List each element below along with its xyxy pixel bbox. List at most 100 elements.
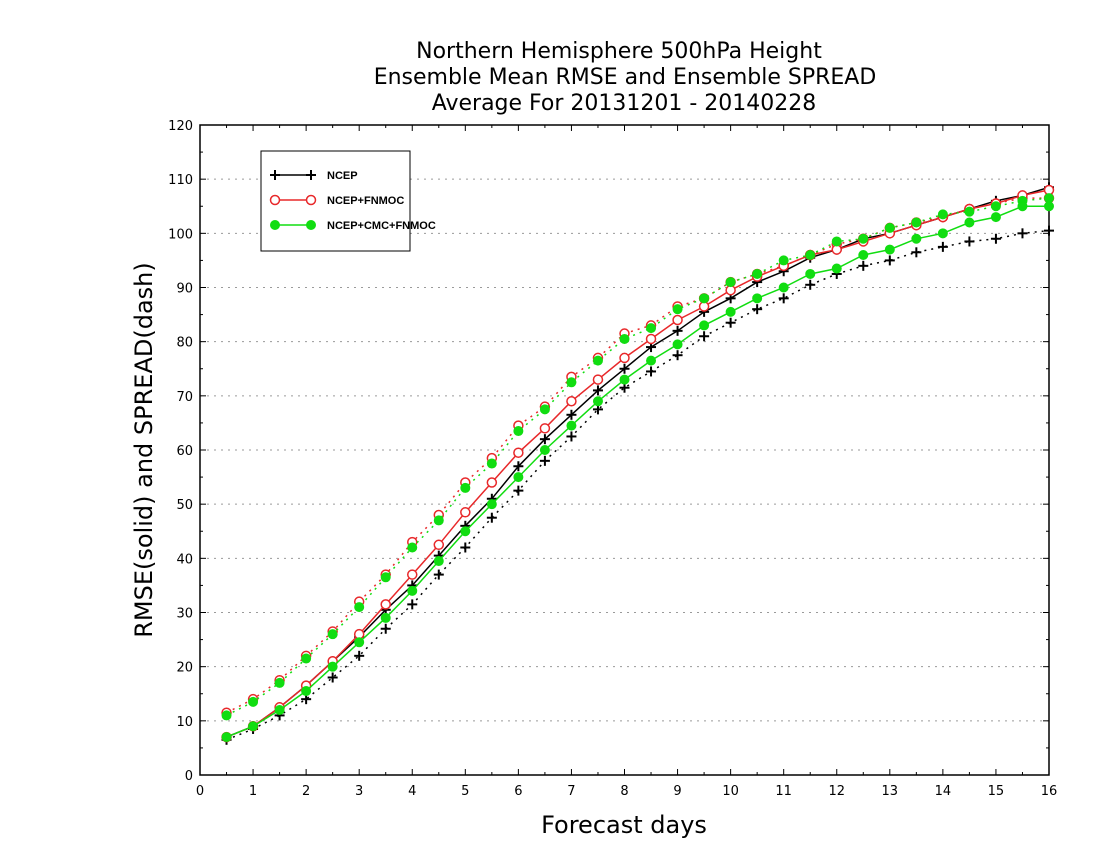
data-point-rmse [221, 732, 232, 743]
series-line-spread [226, 229, 1050, 741]
x-tick-label: 11 [775, 784, 792, 799]
data-point-spread [646, 366, 657, 377]
data-point-rmse [672, 314, 683, 326]
data-point-spread [1044, 225, 1054, 236]
y-tick-label: 50 [176, 498, 193, 513]
data-point-spread [725, 277, 736, 288]
data-point-spread [248, 696, 259, 707]
data-point-rmse [433, 539, 445, 551]
series-layer [221, 182, 1055, 745]
legend-marker [306, 170, 316, 180]
data-point-rmse [301, 686, 312, 697]
data-point-spread [937, 241, 948, 252]
x-tick-label: 16 [1041, 784, 1058, 799]
data-point-rmse [645, 333, 657, 345]
data-point-rmse [884, 244, 895, 255]
x-tick-label: 12 [828, 784, 845, 799]
data-point-spread [831, 236, 842, 247]
x-tick-label: 3 [355, 784, 363, 799]
data-point-rmse [964, 217, 975, 228]
data-point-spread [964, 236, 975, 247]
data-point-spread [566, 431, 577, 442]
data-point-spread [301, 653, 312, 664]
data-point-spread [884, 255, 895, 266]
data-point-rmse [805, 268, 816, 279]
data-point-rmse [646, 355, 657, 366]
data-point-rmse [619, 363, 630, 374]
data-point-rmse [1044, 201, 1054, 212]
data-point-spread [964, 206, 975, 217]
data-point-spread [433, 569, 444, 580]
data-point-spread [274, 677, 285, 688]
legend-marker [270, 170, 280, 180]
data-point-rmse [778, 282, 789, 293]
data-point-rmse [274, 705, 285, 715]
data-point-rmse [566, 409, 577, 420]
data-point-rmse [486, 477, 498, 488]
chart-title: Northern Hemisphere 500hPa Height Ensemb… [374, 39, 877, 116]
data-point-rmse [725, 306, 736, 317]
data-point-rmse [911, 233, 922, 244]
title-line-3: Average For 20131201 - 20140228 [432, 91, 817, 116]
x-tick-label: 1 [249, 784, 257, 799]
y-axis-label: RMSE(solid) and SPREAD(dash) [130, 262, 158, 638]
data-point-spread [460, 482, 471, 493]
series-1 [221, 184, 1055, 743]
data-point-rmse [566, 420, 577, 431]
data-point-rmse [858, 250, 869, 260]
legend-marker [305, 194, 317, 206]
data-point-rmse [407, 585, 418, 596]
data-point-spread [327, 672, 338, 683]
series-line-spread [226, 197, 1049, 714]
y-tick-label: 120 [168, 119, 193, 134]
data-point-spread [380, 623, 391, 634]
data-point-spread [858, 260, 869, 271]
data-point-spread [646, 323, 657, 334]
data-point-spread [539, 404, 550, 415]
data-point-rmse [513, 472, 524, 483]
data-point-rmse [513, 447, 524, 458]
data-point-rmse [699, 320, 710, 331]
data-point-spread [513, 485, 524, 496]
data-point-rmse [407, 569, 418, 580]
y-tick-label: 60 [176, 444, 193, 459]
data-point-rmse [354, 637, 365, 648]
data-point-spread [884, 222, 895, 233]
series-2 [221, 193, 1054, 743]
data-point-spread [221, 710, 232, 721]
legend-label: NCEP+FNMOC [327, 195, 404, 207]
series-line-rmse [226, 205, 1049, 738]
x-tick-label: 14 [935, 784, 952, 799]
data-point-spread [752, 304, 763, 315]
legend: NCEP NCEP+FNMOC NCEP+CMC+FNMOC [260, 150, 436, 252]
x-tick-label: 4 [408, 784, 416, 799]
data-point-rmse [1017, 201, 1028, 212]
data-point-spread [513, 426, 524, 437]
data-point-rmse [460, 507, 471, 518]
data-point-rmse [831, 263, 842, 274]
series-line-rmse [226, 189, 1050, 738]
data-point-spread [1017, 228, 1028, 239]
y-tick-label: 30 [176, 607, 193, 622]
y-tick-label: 80 [176, 336, 193, 351]
title-line-2: Ensemble Mean RMSE and Ensemble SPREAD [374, 65, 877, 90]
data-point-spread [327, 629, 338, 640]
data-point-spread [937, 209, 948, 220]
y-tick-label: 0 [185, 769, 193, 784]
y-tick-label: 10 [176, 715, 193, 730]
data-point-rmse [513, 461, 524, 472]
data-point-spread [566, 377, 577, 388]
data-point-spread [858, 233, 869, 244]
x-tick-label: 8 [620, 784, 628, 799]
data-point-spread [990, 201, 1001, 212]
data-point-spread [460, 542, 471, 553]
y-tick-label: 40 [176, 552, 193, 567]
data-point-spread [592, 355, 603, 366]
data-point-rmse [460, 526, 471, 537]
data-point-spread [778, 293, 789, 304]
data-point-rmse [592, 385, 603, 396]
data-point-spread [619, 333, 630, 344]
data-point-rmse [566, 396, 577, 407]
legend-box [260, 150, 411, 252]
